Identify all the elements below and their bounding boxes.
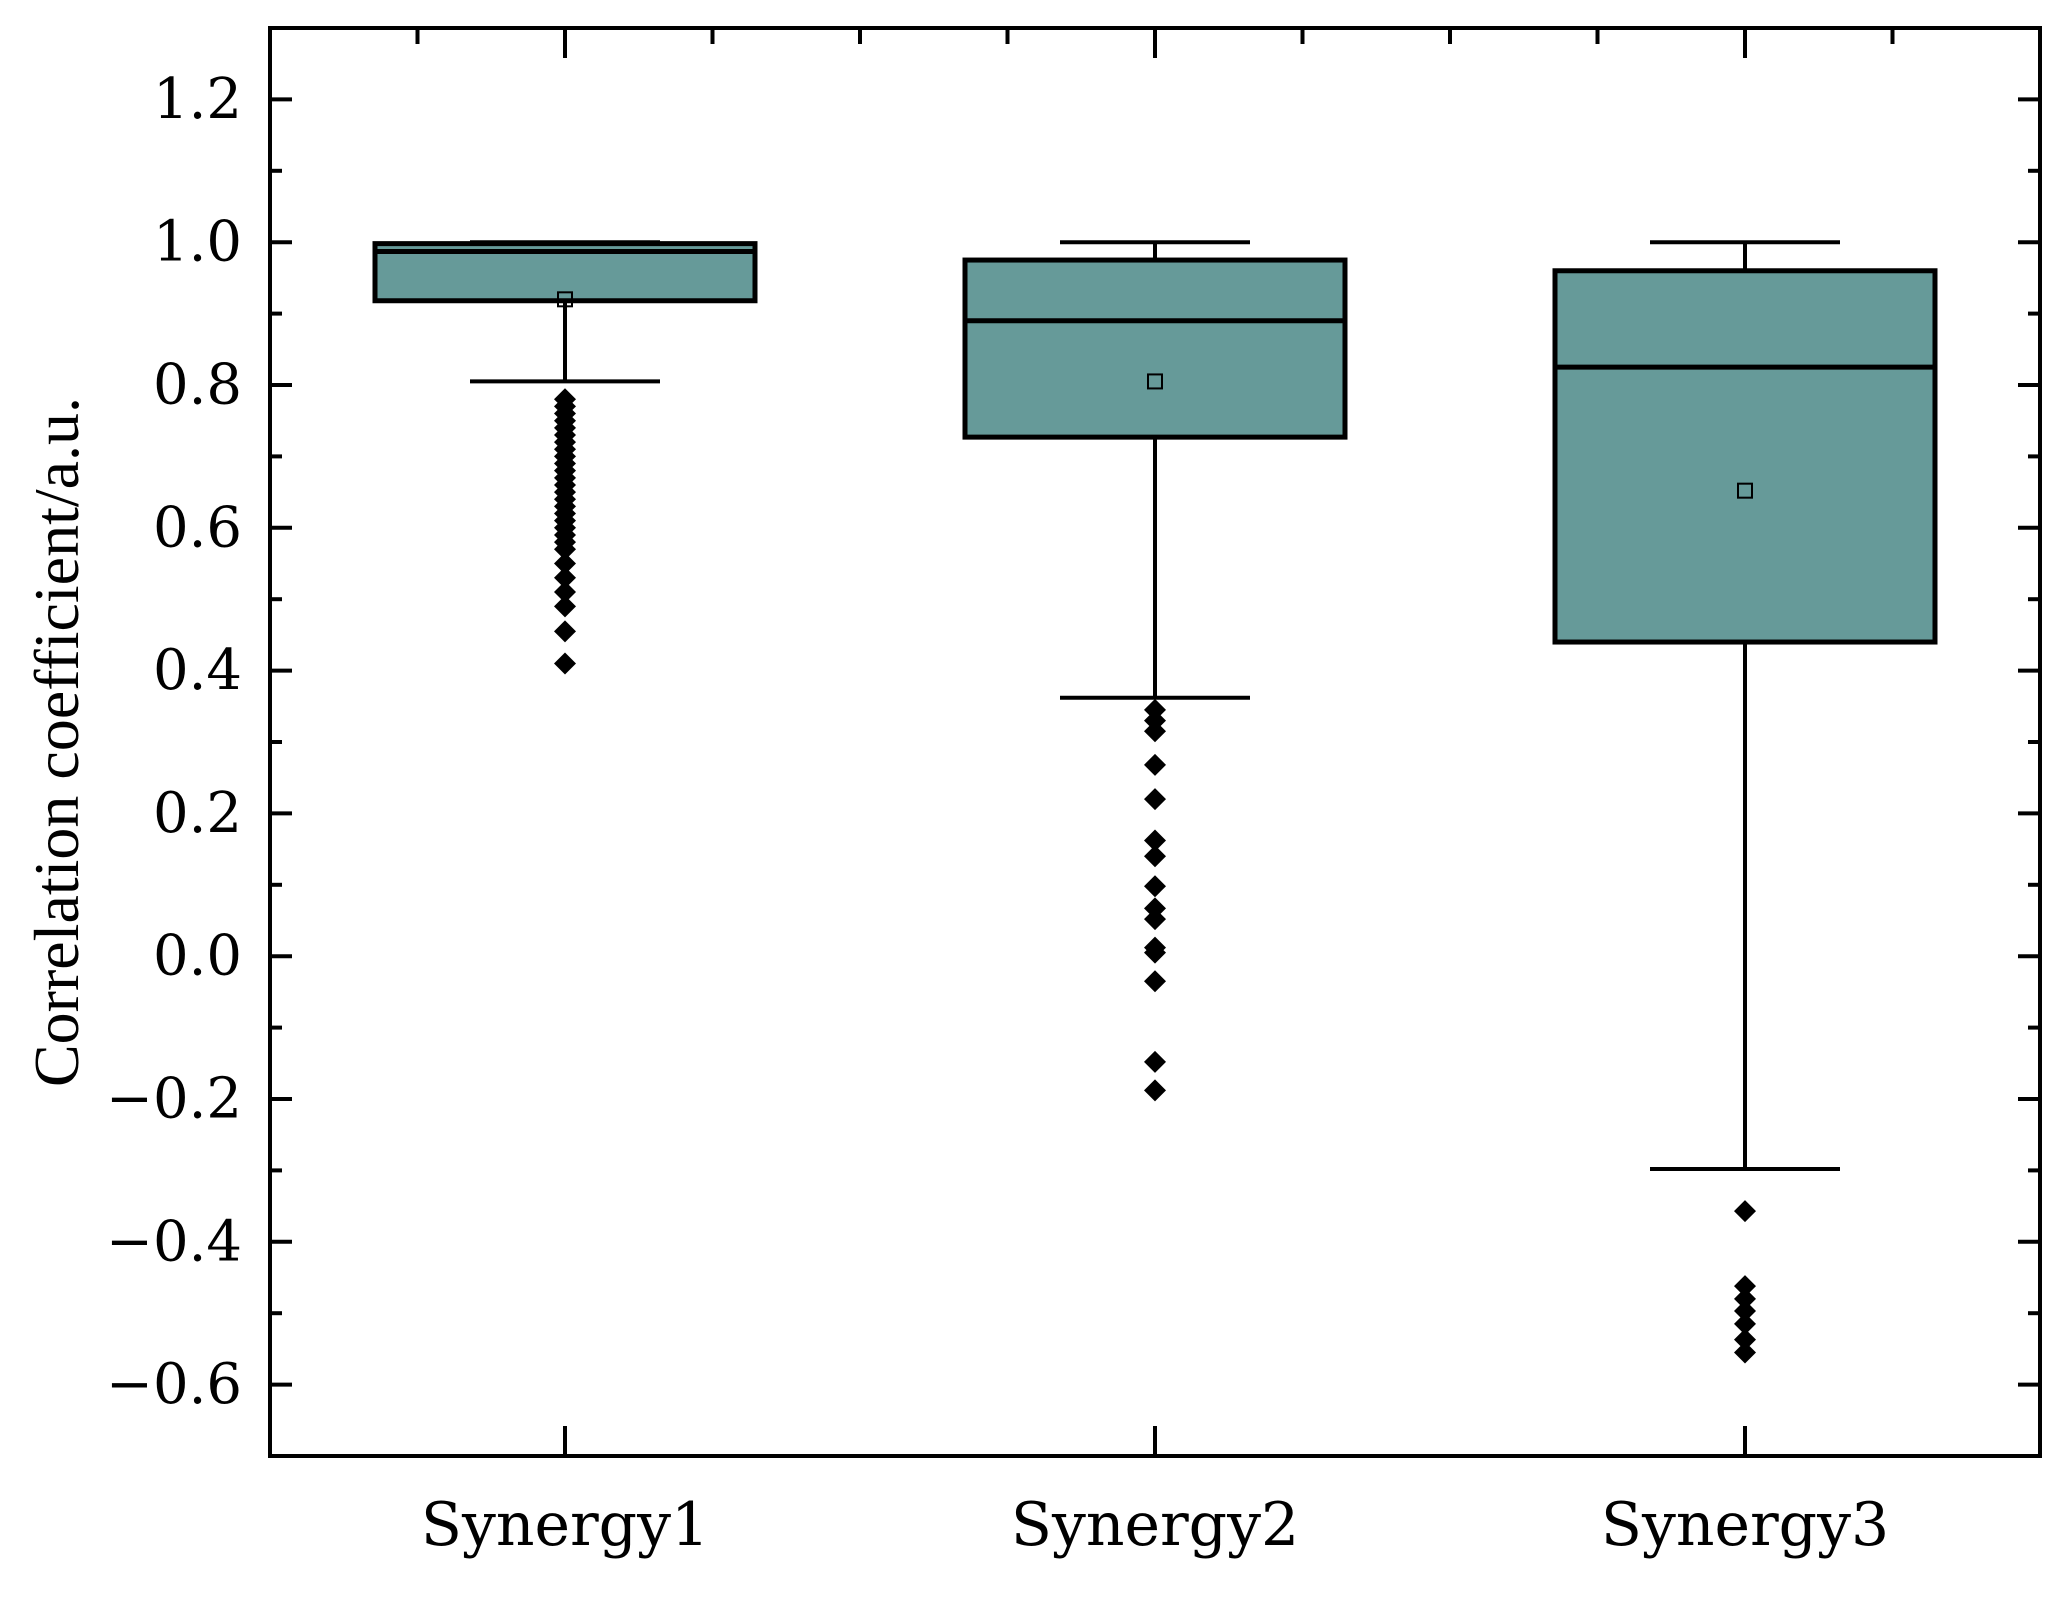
outlier-point [1144,845,1166,868]
outlier-point [554,552,576,575]
outlier-point [1144,753,1166,776]
outlier-point [1144,941,1166,964]
y-tick-label: −0.6 [106,1352,242,1417]
mean-marker [1737,482,1753,499]
outlier-point [1734,1287,1756,1310]
outlier-point [1144,1079,1166,1102]
category-labels: Synergy1 Synergy2 Synergy3 [421,1490,1889,1560]
outlier-point [1144,970,1166,993]
y-tick-labels: −0.6 −0.4 −0.2 0.0 0.2 0.4 0.6 0.8 1.0 1.2 [106,67,242,1417]
y-tick-label: −0.4 [106,1209,242,1274]
outlier-point [1734,1200,1756,1223]
y-tick-label: −0.2 [106,1067,242,1132]
y-tick-label: 0.8 [153,353,242,418]
mean-marker [557,291,573,308]
y-axis-title: Correlation coefficient/a.u. [21,397,92,1087]
outlier-point [1144,908,1166,931]
box-synergy3 [1552,240,1938,1171]
x-category-label: Synergy2 [1011,1490,1299,1560]
y-tick-label: 0.6 [153,495,242,560]
iqr-box [1552,268,1938,645]
outlier-point [554,538,576,561]
box-synergy1 [372,240,758,384]
mean-marker [1147,373,1163,390]
outlier-point [1144,829,1166,852]
y-tick-label: 0.0 [153,924,242,989]
outlier-point [1734,1328,1756,1351]
outlier-point [1144,875,1166,898]
outlier-point [1734,1341,1756,1364]
outlier-point [554,620,576,643]
outlier-point [1144,720,1166,743]
outlier-point [554,652,576,675]
outlier-point [1144,1050,1166,1073]
y-tick-label: 0.4 [153,638,242,703]
box-synergy2 [962,240,1348,700]
outlier-point [1734,1300,1756,1323]
outlier-point [554,566,576,589]
outlier-point [1734,1275,1756,1298]
outlier-points [554,388,1756,1364]
boxes [372,240,1938,1171]
outlier-point [1734,1312,1756,1335]
outlier-point [554,581,576,604]
iqr-box [962,257,1348,440]
y-tick-label: 1.0 [153,210,242,275]
axis-ticks [270,28,2040,1456]
y-tick-label: 1.2 [153,67,242,132]
outlier-point [554,595,576,618]
x-category-label: Synergy1 [421,1490,709,1560]
y-tick-label: 0.2 [153,781,242,846]
outlier-point [1144,788,1166,811]
x-category-label: Synergy3 [1601,1490,1889,1560]
